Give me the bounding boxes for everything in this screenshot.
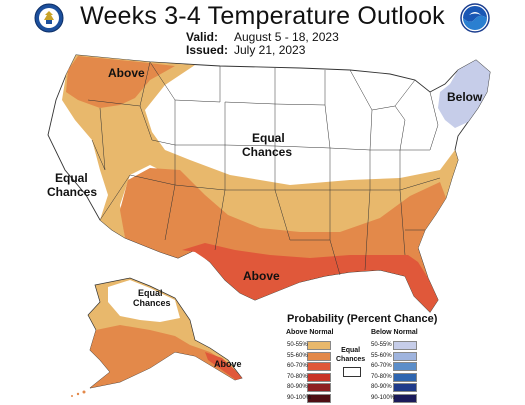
label-below-northeast: Below <box>447 90 483 104</box>
label-equal-alaska-2: Chances <box>133 298 171 308</box>
valid-value: August 5 - 18, 2023 <box>234 30 339 44</box>
legend-above-header: Above Normal <box>286 329 334 336</box>
state-boundaries <box>87 61 441 276</box>
label-above-northwest: Above <box>108 66 145 80</box>
legend-above-swatch <box>307 393 331 403</box>
legend-above-swatch <box>307 351 331 361</box>
legend-below-label: 55-60% <box>371 352 392 359</box>
legend-below-label: 90-100% <box>371 394 396 401</box>
above-55-60-south <box>120 168 446 312</box>
legend-below-swatch <box>393 372 417 382</box>
above-50-55-west <box>62 55 458 252</box>
label-equal-alaska-1: Equal <box>138 288 163 298</box>
legend-title: Probability (Percent Chance) <box>287 313 438 325</box>
label-equal-west-1: Equal <box>55 171 88 185</box>
legend-below-swatch <box>393 351 417 361</box>
label-equal-west-2: Chances <box>47 185 97 199</box>
legend-below-label: 60-70% <box>371 363 392 369</box>
legend-above-swatch <box>307 362 331 371</box>
legend-below-swatch <box>393 341 417 350</box>
legend-above-label: 70-80% <box>287 373 308 380</box>
noaa-logo-icon <box>460 3 490 33</box>
legend-equal-label: Equal Chances <box>336 346 365 364</box>
legend-equal-swatch <box>343 367 361 377</box>
alaska-above-55-60 <box>90 325 240 388</box>
legend-above-label: 90-100% <box>287 394 312 401</box>
legend-above-swatch <box>307 383 331 392</box>
issued-date: Issued: July 21, 2023 <box>186 43 305 57</box>
legend-above-label: 50-55% <box>287 342 308 348</box>
issued-label: Issued: <box>186 43 229 57</box>
issued-value: July 21, 2023 <box>234 43 306 57</box>
legend-below-label: 70-80% <box>371 373 392 380</box>
legend-equal-label-1: Equal <box>341 347 361 354</box>
label-above-alaska: Above <box>214 359 242 369</box>
aleutian-islands <box>71 390 86 397</box>
legend-below-label: 80-90% <box>371 384 392 390</box>
legend-below-swatch <box>393 362 417 371</box>
legend-above-label: 80-90% <box>287 384 308 390</box>
legend-above-label: 60-70% <box>287 363 308 369</box>
valid-dates: Valid: August 5 - 18, 2023 <box>186 30 339 44</box>
above-60-70-gulf <box>182 243 438 312</box>
legend-above-swatch <box>307 341 331 350</box>
below-50-55-northeast <box>438 60 490 128</box>
commerce-seal-icon <box>34 3 64 33</box>
label-equal-center-2: Chances <box>242 145 292 159</box>
valid-label: Valid: <box>186 30 219 44</box>
legend-below-header: Below Normal <box>371 329 418 336</box>
legend-above-swatch <box>307 372 331 382</box>
above-55-60-northwest <box>66 56 175 108</box>
legend-below-label: 50-55% <box>371 342 392 348</box>
alaska-equal-chances <box>108 280 180 322</box>
legend-below-swatch <box>393 393 417 403</box>
label-above-south: Above <box>243 269 280 283</box>
alaska-above-60-70 <box>205 352 242 380</box>
map-title: Weeks 3-4 Temperature Outlook <box>80 2 445 30</box>
label-equal-center-1: Equal <box>252 131 285 145</box>
legend-below-swatch <box>393 383 417 392</box>
legend-above-label: 55-60% <box>287 352 308 359</box>
legend-equal-label-2: Chances <box>336 356 366 363</box>
